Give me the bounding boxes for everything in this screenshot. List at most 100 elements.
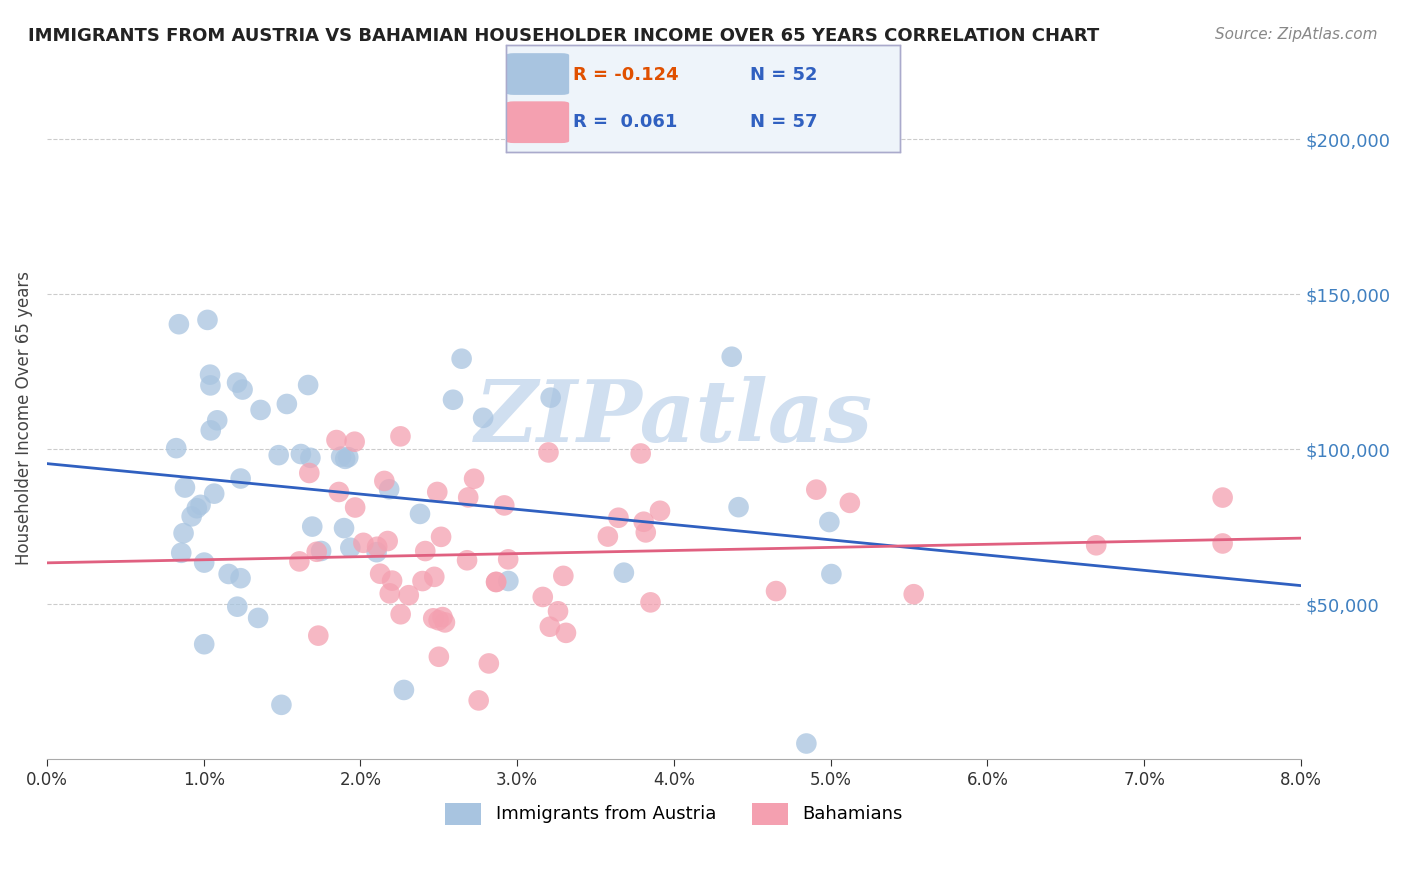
Immigrants from Austria	[170, 546, 193, 560]
Immigrants from Austria	[200, 424, 222, 438]
Bahamians	[531, 590, 554, 604]
Immigrants from Austria	[165, 441, 187, 455]
Bahamians	[373, 474, 395, 488]
Immigrants from Austria	[193, 637, 215, 651]
Bahamians	[389, 607, 412, 622]
Legend: Immigrants from Austria, Bahamians: Immigrants from Austria, Bahamians	[437, 796, 910, 831]
Bahamians	[630, 446, 652, 460]
Immigrants from Austria	[218, 566, 240, 581]
Bahamians	[478, 657, 501, 671]
Bahamians	[377, 534, 399, 549]
Bahamians	[903, 587, 925, 601]
Immigrants from Austria	[205, 413, 228, 427]
Bahamians	[496, 552, 519, 566]
Immigrants from Austria	[392, 682, 415, 697]
Bahamians	[538, 620, 561, 634]
Bahamians	[485, 575, 508, 590]
Immigrants from Austria	[378, 483, 401, 497]
Immigrants from Austria	[299, 450, 322, 465]
Text: R = -0.124: R = -0.124	[574, 66, 679, 84]
Immigrants from Austria	[333, 521, 356, 535]
Bahamians	[422, 611, 444, 625]
Bahamians	[467, 693, 489, 707]
Bahamians	[494, 499, 516, 513]
Bahamians	[426, 485, 449, 500]
Immigrants from Austria	[309, 544, 332, 558]
Bahamians	[648, 504, 671, 518]
Immigrants from Austria	[498, 574, 520, 588]
Bahamians	[411, 574, 433, 588]
Bahamians	[765, 584, 787, 599]
Bahamians	[806, 483, 828, 497]
Text: IMMIGRANTS FROM AUSTRIA VS BAHAMIAN HOUSEHOLDER INCOME OVER 65 YEARS CORRELATION: IMMIGRANTS FROM AUSTRIA VS BAHAMIAN HOUS…	[28, 27, 1099, 45]
Bahamians	[607, 510, 630, 524]
Bahamians	[555, 625, 578, 640]
Text: N = 57: N = 57	[751, 112, 818, 130]
Text: Source: ZipAtlas.com: Source: ZipAtlas.com	[1215, 27, 1378, 42]
Immigrants from Austria	[301, 519, 323, 533]
Bahamians	[485, 574, 508, 589]
Immigrants from Austria	[818, 515, 841, 529]
FancyBboxPatch shape	[506, 102, 569, 143]
Immigrants from Austria	[174, 481, 197, 495]
Immigrants from Austria	[796, 737, 818, 751]
Immigrants from Austria	[441, 392, 464, 407]
Bahamians	[838, 496, 860, 510]
Immigrants from Austria	[270, 698, 292, 712]
Immigrants from Austria	[267, 448, 290, 462]
Immigrants from Austria	[180, 509, 202, 524]
Bahamians	[1212, 491, 1234, 505]
Text: ZIPatlas: ZIPatlas	[475, 376, 873, 460]
Bahamians	[352, 536, 374, 550]
Bahamians	[640, 595, 662, 609]
Immigrants from Austria	[540, 391, 562, 405]
Immigrants from Austria	[409, 507, 432, 521]
Immigrants from Austria	[173, 526, 195, 541]
Bahamians	[307, 629, 329, 643]
Immigrants from Austria	[232, 383, 254, 397]
Text: R =  0.061: R = 0.061	[574, 112, 678, 130]
Immigrants from Austria	[330, 450, 353, 464]
Immigrants from Austria	[197, 313, 219, 327]
Bahamians	[427, 613, 450, 627]
Bahamians	[381, 574, 404, 588]
Immigrants from Austria	[186, 501, 208, 516]
Immigrants from Austria	[226, 376, 249, 390]
Text: N = 52: N = 52	[751, 66, 818, 84]
Bahamians	[423, 570, 446, 584]
Immigrants from Austria	[193, 556, 215, 570]
Immigrants from Austria	[337, 450, 360, 465]
Bahamians	[547, 604, 569, 618]
Immigrants from Austria	[247, 611, 270, 625]
Immigrants from Austria	[472, 410, 495, 425]
Immigrants from Austria	[727, 500, 749, 515]
Immigrants from Austria	[190, 498, 212, 512]
Immigrants from Austria	[335, 451, 357, 466]
Bahamians	[537, 445, 560, 459]
Immigrants from Austria	[290, 447, 312, 461]
Bahamians	[456, 553, 478, 567]
Immigrants from Austria	[339, 541, 361, 555]
Bahamians	[305, 545, 328, 559]
Immigrants from Austria	[202, 486, 225, 500]
Bahamians	[398, 588, 420, 602]
Bahamians	[325, 433, 347, 447]
Immigrants from Austria	[200, 378, 222, 392]
Immigrants from Austria	[198, 368, 221, 382]
Bahamians	[328, 485, 350, 500]
Immigrants from Austria	[226, 599, 249, 614]
Immigrants from Austria	[613, 566, 636, 580]
Immigrants from Austria	[450, 351, 472, 366]
Bahamians	[344, 500, 367, 515]
Immigrants from Austria	[167, 317, 190, 331]
Bahamians	[378, 586, 401, 600]
Immigrants from Austria	[229, 471, 252, 485]
Bahamians	[433, 615, 456, 630]
Bahamians	[298, 466, 321, 480]
FancyBboxPatch shape	[506, 54, 569, 95]
Bahamians	[427, 649, 450, 664]
Bahamians	[1212, 536, 1234, 550]
Bahamians	[389, 429, 412, 443]
Bahamians	[288, 554, 311, 568]
Bahamians	[343, 434, 366, 449]
